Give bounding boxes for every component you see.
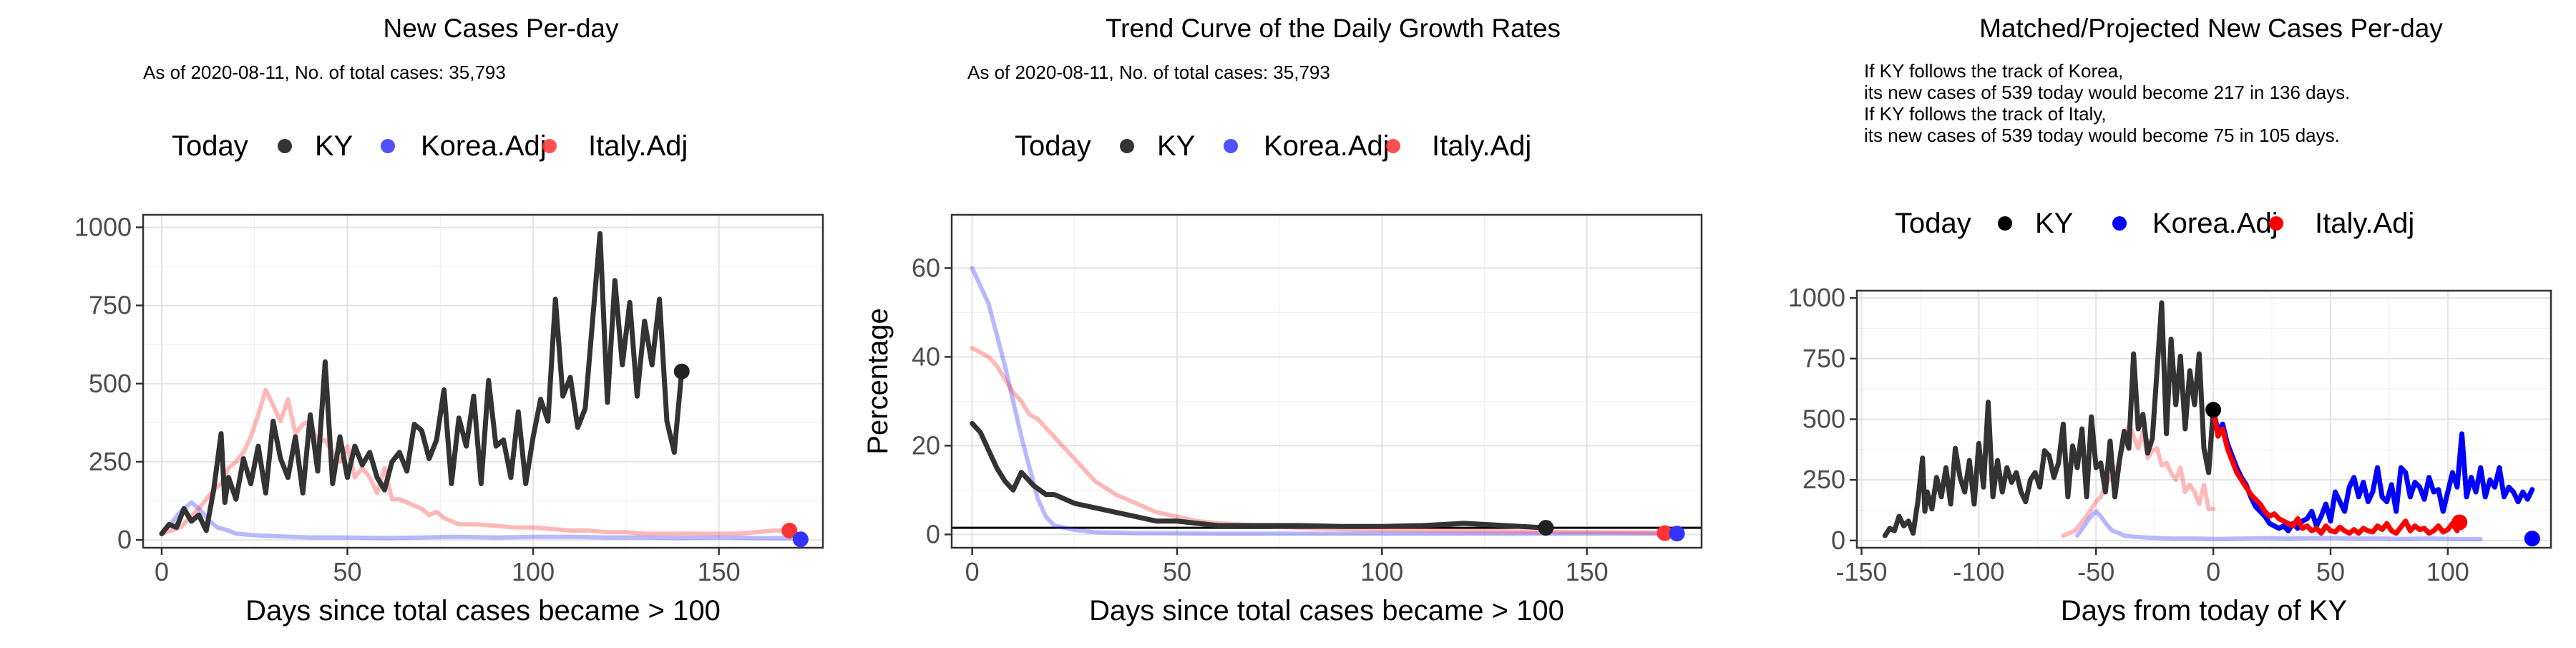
y-tick-label: 500 bbox=[89, 369, 132, 398]
series-line-korea-adj bbox=[2210, 407, 2535, 533]
legend-title: Today bbox=[1895, 208, 1971, 239]
chart-title: New Cases Per-day bbox=[383, 14, 619, 43]
endpoint-italy-adj bbox=[2451, 514, 2468, 531]
endpoint-ky bbox=[673, 363, 690, 379]
series-line-ky bbox=[159, 231, 685, 536]
legend-title: Today bbox=[172, 130, 248, 162]
legend: Today KY Korea.Adj Italy.Adj bbox=[1015, 130, 1531, 162]
legend-key-korea-adj bbox=[381, 139, 395, 153]
x-tick-label: -50 bbox=[2077, 557, 2114, 586]
series-line-ky bbox=[1882, 300, 2216, 538]
chart-1: New Cases Per-day As of 2020-08-11, No. o… bbox=[74, 14, 824, 627]
series-line-italy-adj bbox=[970, 346, 1667, 535]
y-tick-label: 250 bbox=[89, 447, 132, 476]
y-tick-label: 0 bbox=[117, 525, 132, 554]
legend-key-italy-adj bbox=[542, 139, 557, 153]
x-axis-label: Days from today of KY bbox=[2061, 595, 2347, 627]
annotation-line: its new cases of 539 today would become … bbox=[1864, 125, 2340, 146]
legend-label: KY bbox=[1157, 130, 1195, 162]
series-line-italy-adj bbox=[2210, 407, 2462, 536]
endpoint-korea-adj bbox=[792, 531, 809, 548]
y-axis: 0 250 500 750 1000 bbox=[1788, 283, 1857, 555]
legend-key-ky bbox=[278, 139, 292, 153]
legend-key-ky bbox=[1998, 216, 2012, 231]
legend-key-italy-adj bbox=[2269, 216, 2283, 231]
y-tick-label: 1000 bbox=[74, 212, 132, 241]
annotation-line: If KY follows the track of Italy, bbox=[1864, 103, 2107, 125]
x-axis-label: Days since total cases became > 100 bbox=[1089, 595, 1564, 627]
legend-label: Korea.Adj bbox=[421, 130, 547, 162]
legend-title: Today bbox=[1015, 130, 1091, 162]
legend-key-ky bbox=[1120, 139, 1134, 153]
x-tick-label: 0 bbox=[155, 557, 169, 586]
y-tick-label: 1000 bbox=[1788, 283, 1845, 312]
x-tick-label: 100 bbox=[2426, 557, 2469, 586]
series-line-ky-trackkorea-hist bbox=[2075, 509, 2483, 542]
endpoint-ky bbox=[2205, 402, 2222, 418]
endpoint-korea-adj bbox=[2524, 531, 2540, 547]
plot-border bbox=[142, 213, 824, 549]
series-line-ky bbox=[970, 420, 1548, 531]
x-tick-label: 50 bbox=[2316, 557, 2345, 586]
y-tick-label: 40 bbox=[912, 342, 940, 371]
x-tick-label: 0 bbox=[2206, 557, 2220, 586]
chart-subtitle: As of 2020-08-11, No. of total cases: 35… bbox=[143, 62, 506, 83]
x-tick-label: -150 bbox=[1836, 557, 1888, 586]
x-tick-label: 50 bbox=[333, 557, 361, 586]
x-tick-label: 0 bbox=[965, 557, 980, 586]
chart-title: Matched/Projected New Cases Per-day bbox=[1979, 14, 2443, 43]
x-tick-label: 50 bbox=[1163, 557, 1191, 586]
legend-label: KY bbox=[315, 130, 353, 162]
series-line-korea-adj bbox=[160, 500, 803, 541]
legend-label: KY bbox=[2035, 208, 2073, 239]
plot-panel bbox=[143, 215, 823, 548]
y-tick-label: 0 bbox=[926, 519, 940, 548]
x-tick-label: 150 bbox=[698, 557, 741, 586]
legend: Today KY Korea.Adj Italy.Adj bbox=[1895, 208, 2414, 239]
legend-label: Italy.Adj bbox=[588, 130, 688, 162]
legend-label: Korea.Adj bbox=[1264, 130, 1390, 162]
plot-panel bbox=[952, 215, 1702, 548]
legend-key-korea-adj bbox=[1224, 139, 1238, 153]
legend: Today KY Korea.Adj Italy.Adj bbox=[172, 130, 688, 162]
x-axis: 0 50 100 150 bbox=[965, 548, 1609, 586]
legend-key-korea-adj bbox=[2112, 216, 2127, 231]
annotation-line: its new cases of 539 today would become … bbox=[1864, 82, 2350, 103]
chart-title: Trend Curve of the Daily Growth Rates bbox=[1106, 14, 1561, 43]
chart-3: Matched/Projected New Cases Per-day If KY… bbox=[1788, 14, 2552, 627]
gridlines bbox=[952, 215, 1702, 548]
legend-label: Italy.Adj bbox=[2315, 208, 2414, 239]
legend-key-italy-adj bbox=[1386, 139, 1400, 153]
endpoint-korea-adj bbox=[1669, 526, 1685, 542]
y-axis: 0 20 40 60 bbox=[912, 253, 952, 548]
x-tick-label: 100 bbox=[1360, 557, 1403, 586]
chart-2: Trend Curve of the Daily Growth Rates As … bbox=[862, 14, 1703, 627]
x-axis: -150 -100 -50 0 50 100 bbox=[1836, 548, 2469, 586]
chart-subtitle: As of 2020-08-11, No. of total cases: 35… bbox=[967, 62, 1330, 83]
y-tick-label: 60 bbox=[912, 253, 940, 282]
y-axis-label: Percentage bbox=[862, 308, 894, 455]
x-tick-label: 150 bbox=[1566, 557, 1609, 586]
series-line-korea-adj bbox=[970, 266, 1679, 536]
endpoint-italy-adj bbox=[1657, 525, 1673, 541]
y-tick-label: 500 bbox=[1802, 405, 1845, 434]
y-tick-label: 0 bbox=[1831, 526, 1845, 555]
y-tick-label: 250 bbox=[1802, 465, 1845, 494]
y-tick-label: 20 bbox=[912, 430, 940, 460]
endpoint-ky bbox=[1538, 520, 1554, 536]
x-axis: 0 50 100 150 bbox=[155, 548, 741, 586]
y-axis: 0 250 500 750 1000 bbox=[74, 212, 143, 554]
x-tick-label: 100 bbox=[512, 557, 555, 586]
legend-label: Italy.Adj bbox=[1432, 130, 1531, 162]
x-axis-label: Days since total cases became > 100 bbox=[245, 595, 721, 627]
x-tick-label: -100 bbox=[1953, 557, 2004, 586]
endpoint-italy-adj bbox=[781, 522, 798, 538]
legend-label: Korea.Adj bbox=[2152, 208, 2278, 239]
plot-border bbox=[950, 213, 1703, 549]
annotation-line: If KY follows the track of Korea, bbox=[1864, 60, 2123, 82]
y-tick-label: 750 bbox=[89, 291, 132, 320]
y-tick-label: 750 bbox=[1802, 344, 1845, 373]
